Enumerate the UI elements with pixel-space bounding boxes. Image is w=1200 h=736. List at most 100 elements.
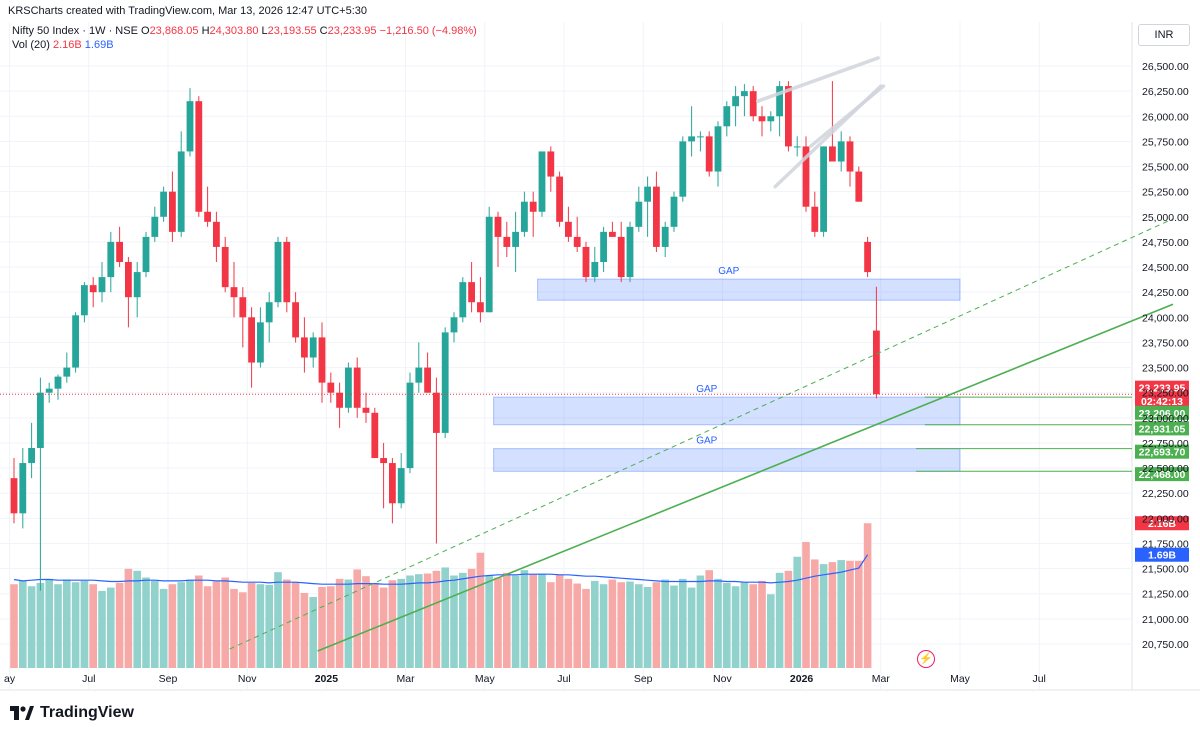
volume-bar [450,575,458,668]
candle-body [309,337,317,358]
candle-body [169,191,176,232]
x-tick-label: Nov [713,673,732,685]
x-tick-label: Sep [159,673,178,685]
candle-body [679,141,687,197]
volume-bar [388,580,397,668]
volume-bar [459,572,467,668]
candle-body [617,236,625,278]
volume-bar [485,575,493,668]
candle-body [635,201,643,227]
candle-body [459,282,467,318]
volume-bar [687,587,696,668]
y-tick-label: 23,000.00 [1142,413,1189,425]
volume-bar [309,596,317,668]
candle-body [213,221,220,247]
currency-button[interactable]: INR [1138,24,1190,46]
candle-body [829,146,836,162]
symbol-legend[interactable]: Nifty 50 Index · 1W · NSE O23,868.05 H24… [12,25,477,37]
candle-body [72,315,79,368]
volume-bar [626,581,634,668]
candle-body [81,285,88,316]
candle-body [732,96,739,107]
volume-bar [494,577,502,668]
candle-body [529,201,537,212]
axis-badge-label: 23,206.00 [1139,408,1186,420]
volume-bar [353,569,361,668]
lightning-icon[interactable]: ⚡ [917,650,935,668]
volume-bar [503,572,511,668]
volume-bar [186,579,194,668]
candle-body [644,186,651,202]
axis-badge [1135,421,1189,436]
gap-label: GAP [696,384,717,395]
volume-bar [467,568,476,668]
volume-bar [344,579,353,668]
volume-bar [195,575,203,668]
candle-body [565,221,572,237]
candle-body [485,216,493,313]
volume-bar [80,580,89,668]
volume-bar [335,578,344,668]
candle-body [477,302,484,313]
volume-bar [45,578,53,668]
axis-badge [1135,547,1189,562]
y-tick-label: 26,000.00 [1142,111,1189,123]
candle-body [160,191,167,217]
volume-bar [63,579,71,668]
y-tick-label: 23,500.00 [1142,363,1189,375]
candle-body [785,86,792,147]
symbol-name: Nifty 50 Index · 1W · NSE [12,25,138,37]
volume-bar [564,578,573,668]
open-value: 23,868.05 [149,25,199,37]
volume-bar [415,574,423,668]
candle-body [133,272,141,298]
volume-bar [124,568,133,668]
volume-bar [379,587,388,668]
axis-badge [1135,444,1189,459]
open-label: O [141,25,150,37]
volume-bar [802,542,810,668]
low-value: 23,193.55 [267,25,317,37]
volume-bar [819,564,828,668]
candle-body [10,478,18,514]
candle-body [776,86,783,117]
volume-bar [828,562,837,668]
x-tick-label: Jul [82,673,95,685]
volume-bar [705,570,713,668]
candle-body [116,241,123,263]
candle-body [424,367,431,393]
y-tick-label: 21,750.00 [1142,538,1189,550]
volume-bar [767,594,775,668]
candle-body [345,367,352,408]
volume-bar [10,584,18,668]
candle-body [741,91,748,97]
volume-bar [239,592,247,668]
tradingview-logo[interactable]: TradingView [10,704,134,722]
volume-bar [661,579,669,668]
gap-zone [493,396,961,426]
volume-bar [670,585,678,668]
candle-body [802,146,810,207]
tradingview-logo-icon [10,706,34,720]
candle-body [89,285,97,293]
volume-bar [115,582,124,668]
volume-bar [723,582,731,668]
volume-bar [203,586,212,668]
candle-body [582,246,590,278]
y-tick-label: 25,250.00 [1142,187,1189,199]
candle-body [749,91,757,117]
volume-bar [177,582,185,668]
y-tick-label: 24,250.00 [1142,287,1189,299]
candle-body [503,236,511,247]
volume-bar [54,584,62,668]
candle-body [265,302,273,323]
candle-body [600,231,607,263]
y-tick-label: 22,250.00 [1142,488,1189,500]
candle-body [512,231,519,247]
candle-body [125,262,132,298]
x-tick-label: Mar [397,673,416,685]
volume-bar [538,573,546,668]
volume-bar [133,570,141,668]
volume-legend[interactable]: Vol (20) 2.16B 1.69B [12,39,114,51]
